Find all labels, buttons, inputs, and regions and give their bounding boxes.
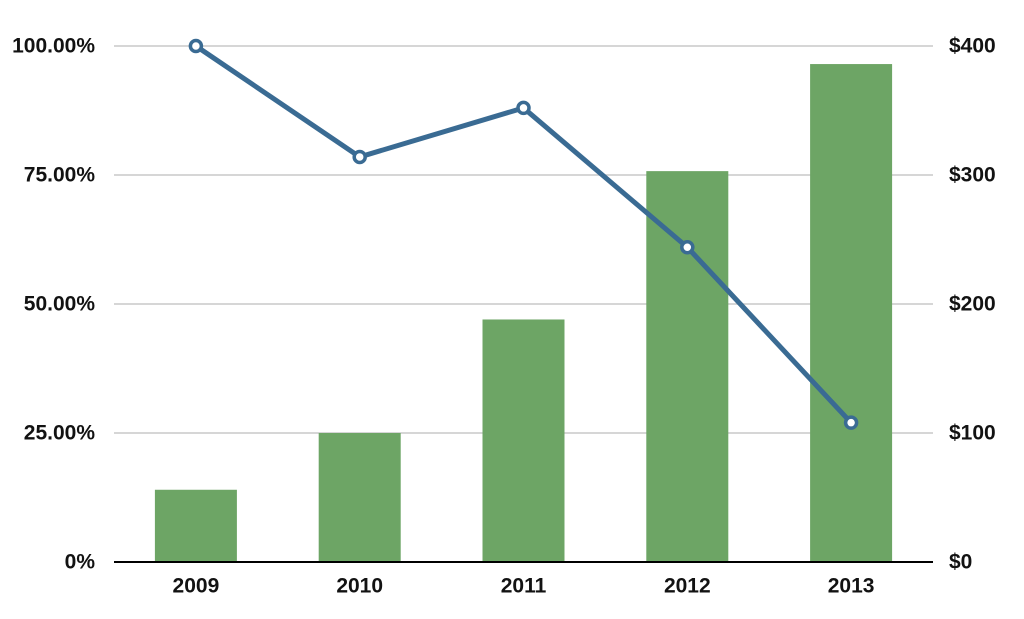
x-axis-label: 2011 xyxy=(501,575,547,598)
bar-2009 xyxy=(154,489,237,562)
left-axis-label: 100.00% xyxy=(12,35,95,58)
x-axis-label: 2009 xyxy=(173,575,220,598)
left-axis-label: 25.00% xyxy=(24,422,96,445)
left-axis-label: 0% xyxy=(65,551,96,574)
right-axis-label: $200 xyxy=(949,293,996,316)
line-marker-2009 xyxy=(188,38,204,54)
line-marker-2011 xyxy=(516,100,531,116)
x-axis-label: 2010 xyxy=(336,575,383,598)
right-axis-label: $0 xyxy=(949,551,972,574)
right-axis-label: $400 xyxy=(949,35,996,58)
line-marker-2012 xyxy=(680,239,695,255)
x-axis-label: 2012 xyxy=(664,575,711,598)
line-marker-2010 xyxy=(352,149,367,165)
left-axis-label: 50.00% xyxy=(24,293,96,316)
x-axis-label: 2013 xyxy=(828,575,875,598)
bar-2011 xyxy=(482,319,565,562)
right-axis-label: $100 xyxy=(949,422,996,445)
bar-2012 xyxy=(646,171,729,562)
bar-2010 xyxy=(318,433,401,562)
left-axis-label: 75.00% xyxy=(24,164,96,187)
right-axis-label: $300 xyxy=(949,164,996,187)
line-marker-2013 xyxy=(843,415,859,430)
bar-2013 xyxy=(810,64,893,562)
